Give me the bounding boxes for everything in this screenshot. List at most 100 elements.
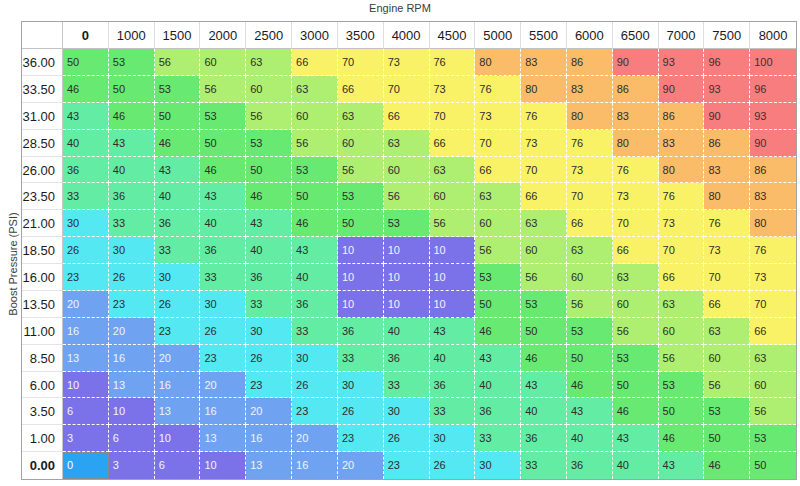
cell-6.00-3000[interactable]: 26 <box>292 372 338 399</box>
cell-0.00-1000[interactable]: 3 <box>109 452 155 479</box>
col-header-3000[interactable]: 3000 <box>292 22 338 49</box>
cell-16.00-0[interactable]: 23 <box>63 264 109 291</box>
cell-21.00-1000[interactable]: 33 <box>109 210 155 237</box>
cell-1.00-3000[interactable]: 20 <box>292 425 338 452</box>
cell-11.00-5500[interactable]: 50 <box>521 318 567 345</box>
cell-23.50-2500[interactable]: 46 <box>246 183 292 210</box>
cell-11.00-2000[interactable]: 26 <box>200 318 246 345</box>
cell-1.00-7000[interactable]: 46 <box>659 425 705 452</box>
cell-0.00-1500[interactable]: 6 <box>155 452 201 479</box>
col-header-6500[interactable]: 6500 <box>613 22 659 49</box>
cell-26.00-8000[interactable]: 86 <box>750 157 796 184</box>
cell-3.50-5500[interactable]: 40 <box>521 398 567 425</box>
cell-1.00-3500[interactable]: 23 <box>338 425 384 452</box>
row-header-18.50[interactable]: 18.50 <box>22 237 63 264</box>
cell-28.50-0[interactable]: 40 <box>63 130 109 157</box>
row-header-1.00[interactable]: 1.00 <box>22 425 63 452</box>
cell-18.50-3000[interactable]: 43 <box>292 237 338 264</box>
cell-33.50-6500[interactable]: 86 <box>613 76 659 103</box>
cell-33.50-3500[interactable]: 66 <box>338 76 384 103</box>
cell-31.00-1000[interactable]: 46 <box>109 103 155 130</box>
cell-31.00-5000[interactable]: 73 <box>475 103 521 130</box>
cell-0.00-5000[interactable]: 30 <box>475 452 521 479</box>
cell-18.50-6000[interactable]: 63 <box>567 237 613 264</box>
cell-21.00-3500[interactable]: 50 <box>338 210 384 237</box>
cell-28.50-7000[interactable]: 83 <box>659 130 705 157</box>
cell-6.00-5500[interactable]: 43 <box>521 372 567 399</box>
cell-11.00-7500[interactable]: 63 <box>704 318 750 345</box>
cell-13.50-3000[interactable]: 36 <box>292 291 338 318</box>
cell-0.00-5500[interactable]: 33 <box>521 452 567 479</box>
cell-31.00-7500[interactable]: 90 <box>704 103 750 130</box>
cell-28.50-6000[interactable]: 76 <box>567 130 613 157</box>
cell-26.00-6500[interactable]: 76 <box>613 157 659 184</box>
cell-23.50-0[interactable]: 33 <box>63 183 109 210</box>
cell-31.00-4500[interactable]: 70 <box>430 103 476 130</box>
cell-26.00-0[interactable]: 36 <box>63 157 109 184</box>
cell-31.00-0[interactable]: 43 <box>63 103 109 130</box>
cell-23.50-1500[interactable]: 40 <box>155 183 201 210</box>
cell-21.00-4500[interactable]: 56 <box>430 210 476 237</box>
cell-26.00-2500[interactable]: 50 <box>246 157 292 184</box>
cell-16.00-5500[interactable]: 56 <box>521 264 567 291</box>
cell-1.00-8000[interactable]: 53 <box>750 425 796 452</box>
cell-33.50-8000[interactable]: 96 <box>750 76 796 103</box>
cell-18.50-8000[interactable]: 76 <box>750 237 796 264</box>
cell-11.00-1000[interactable]: 20 <box>109 318 155 345</box>
cell-3.50-8000[interactable]: 56 <box>750 398 796 425</box>
cell-28.50-2000[interactable]: 50 <box>200 130 246 157</box>
cell-11.00-4000[interactable]: 40 <box>384 318 430 345</box>
cell-8.50-5500[interactable]: 46 <box>521 345 567 372</box>
cell-33.50-3000[interactable]: 63 <box>292 76 338 103</box>
cell-21.00-7000[interactable]: 73 <box>659 210 705 237</box>
cell-36.00-0[interactable]: 50 <box>63 49 109 76</box>
cell-36.00-4000[interactable]: 73 <box>384 49 430 76</box>
cell-18.50-1000[interactable]: 30 <box>109 237 155 264</box>
cell-3.50-0[interactable]: 6 <box>63 398 109 425</box>
cell-11.00-5000[interactable]: 46 <box>475 318 521 345</box>
cell-21.00-2000[interactable]: 40 <box>200 210 246 237</box>
cell-31.00-3500[interactable]: 63 <box>338 103 384 130</box>
cell-11.00-8000[interactable]: 66 <box>750 318 796 345</box>
col-header-1000[interactable]: 1000 <box>109 22 155 49</box>
cell-6.00-7500[interactable]: 56 <box>704 372 750 399</box>
cell-26.00-3000[interactable]: 53 <box>292 157 338 184</box>
cell-0.00-3500[interactable]: 20 <box>338 452 384 479</box>
cell-21.00-7500[interactable]: 76 <box>704 210 750 237</box>
cell-16.00-8000[interactable]: 73 <box>750 264 796 291</box>
cell-1.00-6500[interactable]: 43 <box>613 425 659 452</box>
cell-36.00-7000[interactable]: 93 <box>659 49 705 76</box>
cell-18.50-4000[interactable]: 10 <box>384 237 430 264</box>
cell-21.00-0[interactable]: 30 <box>63 210 109 237</box>
cell-13.50-6000[interactable]: 56 <box>567 291 613 318</box>
cell-16.00-4000[interactable]: 10 <box>384 264 430 291</box>
cell-36.00-1000[interactable]: 53 <box>109 49 155 76</box>
cell-11.00-2500[interactable]: 30 <box>246 318 292 345</box>
col-header-3500[interactable]: 3500 <box>338 22 384 49</box>
row-header-23.50[interactable]: 23.50 <box>22 183 63 210</box>
cell-8.50-2000[interactable]: 23 <box>200 345 246 372</box>
cell-21.00-8000[interactable]: 80 <box>750 210 796 237</box>
cell-26.00-5500[interactable]: 70 <box>521 157 567 184</box>
cell-6.00-1500[interactable]: 16 <box>155 372 201 399</box>
cell-8.50-7500[interactable]: 60 <box>704 345 750 372</box>
cell-3.50-3500[interactable]: 26 <box>338 398 384 425</box>
cell-13.50-4500[interactable]: 10 <box>430 291 476 318</box>
col-header-7500[interactable]: 7500 <box>704 22 750 49</box>
cell-18.50-7000[interactable]: 70 <box>659 237 705 264</box>
cell-0.00-6500[interactable]: 40 <box>613 452 659 479</box>
cell-33.50-2000[interactable]: 56 <box>200 76 246 103</box>
cell-16.00-6500[interactable]: 63 <box>613 264 659 291</box>
cell-6.00-6000[interactable]: 46 <box>567 372 613 399</box>
cell-1.00-1000[interactable]: 6 <box>109 425 155 452</box>
cell-28.50-7500[interactable]: 86 <box>704 130 750 157</box>
cell-31.00-3000[interactable]: 60 <box>292 103 338 130</box>
cell-18.50-2500[interactable]: 40 <box>246 237 292 264</box>
cell-36.00-6500[interactable]: 90 <box>613 49 659 76</box>
cell-23.50-1000[interactable]: 36 <box>109 183 155 210</box>
cell-33.50-1000[interactable]: 50 <box>109 76 155 103</box>
cell-13.50-6500[interactable]: 60 <box>613 291 659 318</box>
cell-13.50-2500[interactable]: 33 <box>246 291 292 318</box>
cell-31.00-6000[interactable]: 80 <box>567 103 613 130</box>
cell-11.00-4500[interactable]: 43 <box>430 318 476 345</box>
